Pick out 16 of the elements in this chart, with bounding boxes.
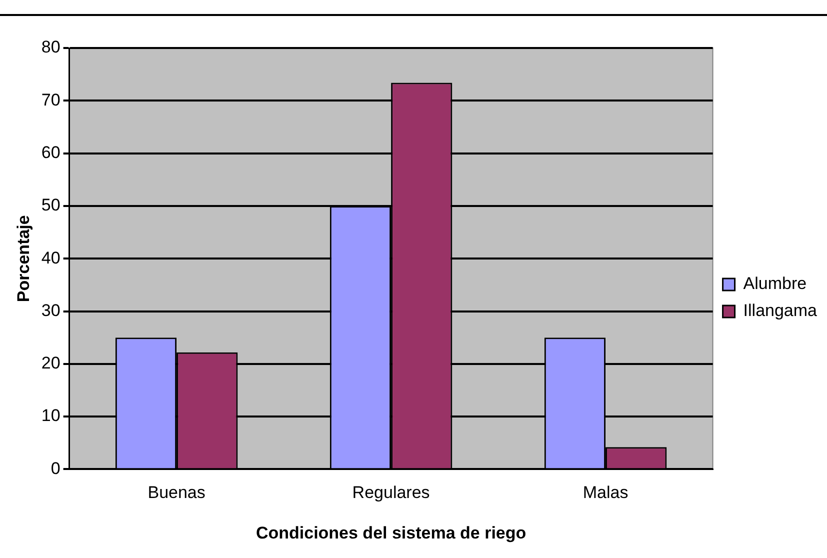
x-tick-label: Malas [582,483,628,502]
y-axis-title: Porcentaje [14,215,33,302]
y-tick-label: 50 [41,196,60,215]
x-axis-title: Condiciones del sistema de riego [256,523,526,542]
x-tick-label: Regulares [352,483,430,502]
x-tick-label: Buenas [148,483,206,502]
y-tick-label: 40 [41,248,60,268]
y-tick-label: 20 [41,354,60,373]
y-tick-label: 10 [41,406,60,426]
y-tick-label: 80 [41,38,60,57]
y-tick-label: 0 [50,458,60,478]
y-tick-label: 70 [41,90,60,110]
legend-label: Illangama [743,301,818,320]
legend-label: Alumbre [743,274,807,294]
y-tick-label: 60 [41,142,60,162]
y-tick-label: 30 [41,300,60,320]
